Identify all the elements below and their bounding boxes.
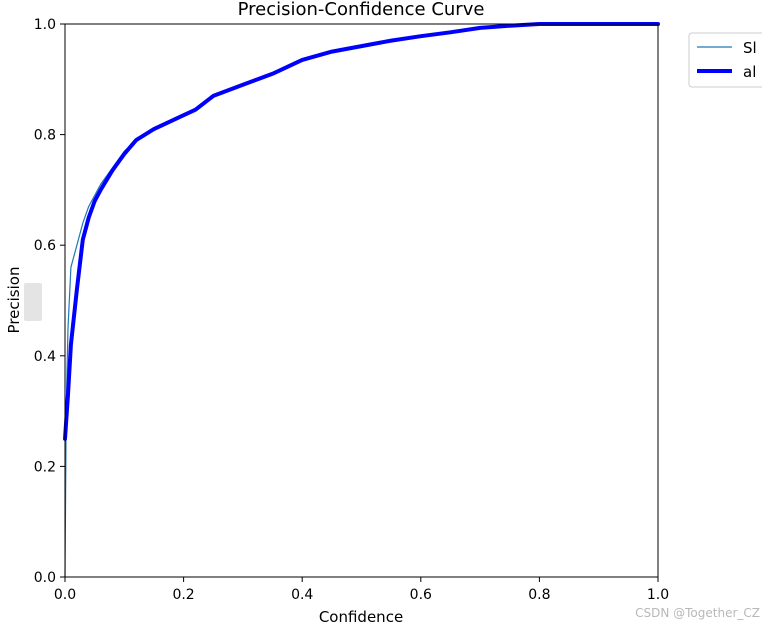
x-tick-label: 0.4 (291, 587, 313, 603)
y-tick-label: 0.0 (34, 570, 56, 586)
series-layer (63, 22, 660, 578)
y-tick-label: 0.4 (34, 349, 56, 365)
y-axis-label: Precision (5, 267, 23, 334)
legend-label-sl: Sl (743, 39, 757, 57)
series-line-0 (64, 23, 659, 578)
x-tick-label: 0.2 (172, 587, 194, 603)
plot-frame (64, 23, 659, 578)
x-tick-label: 0.8 (528, 587, 550, 603)
watermark: CSDN @Together_CZ (635, 606, 760, 620)
x-axis-label: Confidence (319, 608, 403, 624)
y-tick-label: 0.2 (34, 459, 56, 475)
chart-title: Precision-Confidence Curve (238, 0, 485, 20)
x-tick-label: 0.0 (54, 587, 76, 603)
y-tick-label: 0.6 (34, 238, 56, 254)
x-axis-ticks: 0.0 0.2 0.4 0.6 0.8 1.0 (54, 577, 669, 603)
y-tick-label: 0.8 (34, 128, 56, 144)
legend: Sl al (688, 32, 762, 88)
x-tick-label: 1.0 (647, 587, 669, 603)
legend-label-all: al (743, 63, 756, 81)
x-tick-label: 0.6 (410, 587, 432, 603)
series-line-1 (63, 22, 660, 441)
scroll-handle[interactable] (24, 283, 42, 321)
y-tick-label: 1.0 (34, 17, 56, 33)
y-axis-ticks: 0.0 0.2 0.4 0.6 0.8 1.0 (34, 17, 65, 586)
